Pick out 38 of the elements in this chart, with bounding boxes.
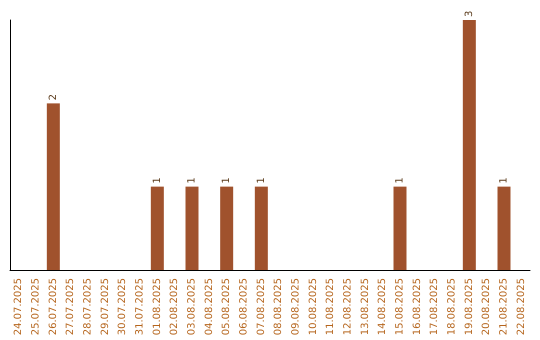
- x-tick-label: 04.08.2025: [204, 278, 215, 336]
- x-tick-label: 08.08.2025: [273, 278, 284, 336]
- x-tick-label: 21.08.2025: [498, 278, 510, 336]
- x-tick-label: 22.08.2025: [516, 278, 527, 336]
- x-tick-label: 31.07.2025: [134, 278, 146, 336]
- x-tick-label: 05.08.2025: [221, 278, 232, 336]
- x-tick-label: 24.07.2025: [13, 278, 24, 336]
- x-tick-label: 06.08.2025: [238, 278, 250, 336]
- x-tick-label: 19.08.2025: [464, 278, 475, 336]
- x-tick-label: 02.08.2025: [169, 278, 180, 336]
- data-label: 1: [498, 177, 510, 184]
- x-tick-label: 18.08.2025: [446, 278, 458, 336]
- x-tick-label: 14.08.2025: [377, 278, 388, 336]
- x-tick-label: 15.08.2025: [394, 278, 406, 336]
- x-tick-label: 27.07.2025: [65, 278, 76, 336]
- x-tick-label: 26.07.2025: [48, 278, 59, 336]
- x-tick-label: 01.08.2025: [152, 278, 163, 336]
- x-tick-label: 28.07.2025: [82, 278, 94, 336]
- data-label: 1: [221, 177, 232, 184]
- x-tick-label: 07.08.2025: [256, 278, 267, 336]
- data-label: 2: [48, 94, 59, 100]
- x-tick-label: 16.08.2025: [412, 278, 423, 336]
- x-tick-label: 20.08.2025: [481, 278, 492, 336]
- x-tick-label: 12.08.2025: [342, 278, 354, 336]
- data-label: 3: [464, 10, 475, 17]
- data-label: 1: [152, 177, 163, 184]
- x-tick-label: 17.08.2025: [429, 278, 440, 336]
- x-tick-label: 25.07.2025: [30, 278, 42, 336]
- x-tick-label: 03.08.2025: [186, 278, 198, 336]
- data-label: 1: [256, 177, 267, 184]
- data-label: 1: [394, 177, 406, 184]
- x-tick-label: 10.08.2025: [308, 278, 319, 336]
- x-tick-label: 29.07.2025: [100, 278, 111, 336]
- x-tick-label: 09.08.2025: [290, 278, 302, 336]
- data-label: 1: [186, 177, 198, 184]
- x-tick-label: 13.08.2025: [360, 278, 371, 336]
- x-tick-label: 30.07.2025: [117, 278, 128, 336]
- x-tick-label: 11.08.2025: [325, 278, 336, 336]
